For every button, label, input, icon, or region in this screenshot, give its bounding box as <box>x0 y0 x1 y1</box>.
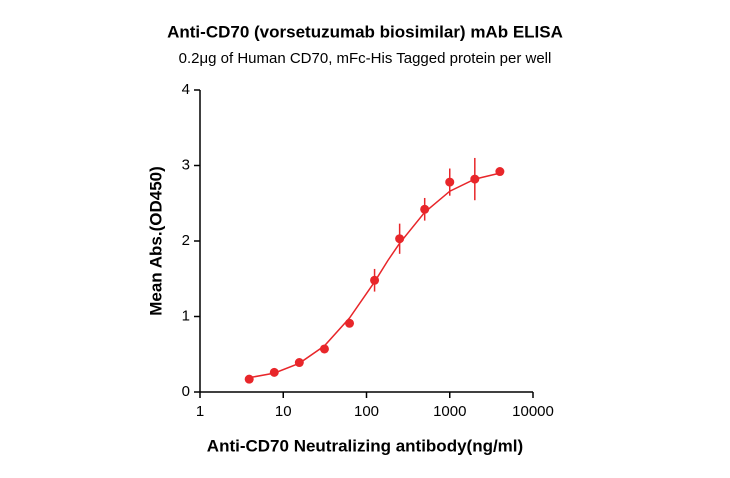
y-axis-label: Mean Abs.(OD450) <box>146 166 165 316</box>
y-tick-label: 3 <box>182 156 190 173</box>
y-tick-label: 4 <box>182 81 190 98</box>
data-point <box>495 167 505 177</box>
x-tick-label: 100 <box>354 403 379 420</box>
data-point <box>420 204 430 214</box>
y-tick-label: 2 <box>182 232 190 249</box>
data-point <box>470 174 480 184</box>
data-point <box>445 177 455 187</box>
x-tick-label: 10000 <box>512 403 554 420</box>
y-tick-label: 1 <box>182 307 190 324</box>
x-tick-label: 1 <box>196 403 204 420</box>
data-point <box>370 275 380 285</box>
data-point <box>319 344 329 354</box>
chart-title: Anti-CD70 (vorsetuzumab biosimilar) mAb … <box>167 22 563 41</box>
data-point <box>294 358 304 368</box>
data-point <box>395 234 405 244</box>
data-point <box>244 374 254 384</box>
y-tick-label: 0 <box>182 383 190 400</box>
fit-curve <box>245 172 501 380</box>
x-tick-label: 10 <box>275 403 292 420</box>
chart-subtitle: 0.2μg of Human CD70, mFc-His Tagged prot… <box>179 50 552 67</box>
x-tick-label: 1000 <box>433 403 466 420</box>
data-point <box>269 367 279 377</box>
data-point <box>345 318 355 328</box>
x-axis-label: Anti-CD70 Neutralizing antibody(ng/ml) <box>207 436 523 455</box>
